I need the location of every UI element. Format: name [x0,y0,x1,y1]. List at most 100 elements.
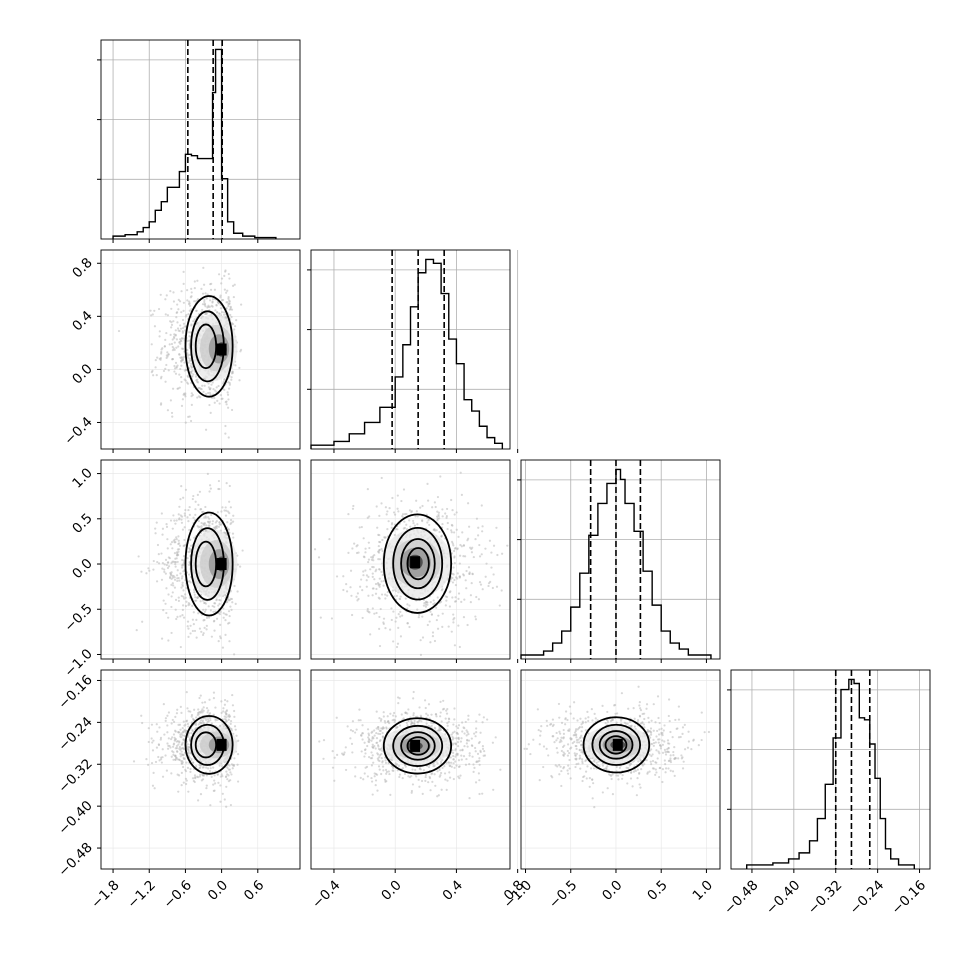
scatter-point [649,731,653,734]
scatter-point [683,723,686,726]
scatter-point [204,515,207,518]
scatter-point [209,767,212,770]
scatter-point [451,742,455,745]
scatter-point [453,556,456,559]
scatter-point [374,592,378,595]
scatter-point [454,748,457,751]
scatter-point [420,779,424,783]
scatter-point [184,395,187,398]
scatter-point [207,616,211,619]
scatter-point [474,618,478,621]
scatter-point [213,782,217,785]
scatter-point [209,387,212,390]
scatter-point [456,741,460,744]
scatter-point [172,514,175,517]
scatter-point [500,589,503,592]
scatter-point [369,568,372,571]
scatter-point [182,555,186,558]
scatter-point [170,561,173,565]
scatter-point [478,713,481,716]
scatter-point [212,697,216,700]
scatter-point [180,750,183,753]
scatter-point [410,510,413,513]
scatter-point [205,624,208,627]
scatter-point [198,711,202,714]
scatter-point [225,785,228,788]
scatter-point [371,572,374,575]
scatter-point [201,701,204,704]
scatter-point [228,383,232,386]
scatter-point [204,428,208,431]
scatter-point [169,399,172,402]
scatter-point [445,788,448,791]
scatter-point [240,303,243,306]
scatter-point [177,542,181,545]
scatter-point [431,631,435,634]
hist-step-2 [520,468,712,659]
scatter-point [223,715,226,718]
scatter-point [490,566,493,569]
scatter-point [145,572,148,575]
contour-3 [382,513,453,614]
scatter-point [429,601,432,604]
scatter-point [193,780,196,784]
scatter-point [221,723,225,726]
scatter-point [427,499,430,502]
scatter-point [178,517,181,520]
scatter-point [228,640,231,643]
scatter-point [161,561,164,565]
scatter-point [227,398,230,401]
scatter-point [377,727,380,731]
scatter-point [158,357,161,360]
scatter-point [457,759,461,762]
scatter-point [180,566,184,569]
scatter-point [205,766,208,769]
scatter-point [362,574,365,577]
scatter-point [189,419,193,423]
scatter-point [378,514,381,517]
scatter-point [481,745,485,748]
scatter-point [148,569,151,572]
scatter-point [183,514,187,517]
scatter-panel-2-1 [310,459,519,663]
scatter-point [166,731,169,734]
scatter-point [204,312,207,315]
scatter-point [180,515,184,518]
scatter-point [667,698,671,701]
scatter-point [178,747,181,750]
scatter-point [180,290,183,293]
scatter-point [453,617,456,620]
scatter-point [206,472,209,475]
scatter-point [161,775,165,778]
scatter-point [367,736,370,739]
scatter-point [174,715,177,718]
scatter-point [233,725,237,728]
scatter-point [175,744,179,748]
scatter-point [568,758,571,762]
scatter-point [158,335,161,338]
scatter-point [453,578,456,582]
scatter-point [467,733,470,736]
scatter-point [382,621,385,624]
scatter-point [209,804,212,807]
scatter-point [494,736,497,739]
scatter-point [652,744,655,747]
scatter-point [150,371,153,374]
scatter-point [182,322,186,325]
scatter-point [632,770,636,773]
scatter-point [448,605,452,608]
scatter-point [193,593,196,596]
scatter-point [317,556,321,559]
scatter-point [471,744,474,747]
scatter-point [453,644,457,647]
scatter-point [450,531,453,534]
scatter-point [366,607,369,611]
scatter-point [211,522,214,526]
scatter-point [393,711,396,715]
scatter-point [223,698,227,702]
scatter-point [401,614,404,617]
scatter-point [393,533,396,537]
scatter-point [437,511,441,514]
scatter-point [170,755,173,758]
scatter-point [137,555,140,558]
